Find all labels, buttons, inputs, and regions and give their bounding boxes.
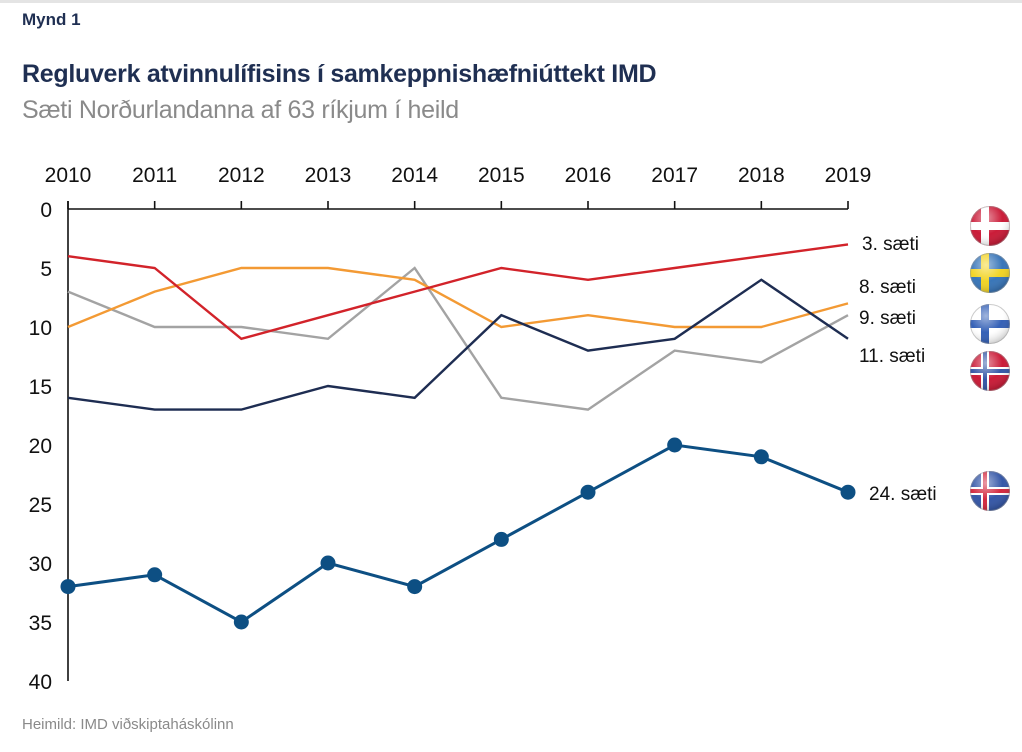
flag-rim [970, 351, 1010, 391]
x-tick-label: 2018 [738, 164, 785, 187]
y-tick-label: 0 [40, 199, 52, 222]
x-tick-label: 2016 [565, 164, 612, 187]
series-line [67, 443, 849, 624]
data-point [580, 484, 596, 500]
data-point [147, 567, 163, 583]
y-tick-label: 5 [40, 258, 52, 281]
data-point [493, 531, 509, 547]
x-tick-label: 2017 [651, 164, 698, 187]
figure-label: Mynd 1 [22, 10, 81, 29]
y-tick-label: 10 [29, 317, 52, 340]
y-tick-label: 30 [29, 553, 52, 576]
norway-flag-icon [970, 351, 1010, 391]
iceland-flag-icon [970, 471, 1010, 511]
series-danmörk [67, 243, 849, 341]
y-tick-label: 35 [29, 612, 52, 635]
sweden-flag-icon [970, 253, 1010, 293]
top-border [0, 0, 1022, 3]
x-tick-label: 2015 [478, 164, 525, 187]
series-line [67, 266, 849, 329]
chart-subtitle: Sæti Norðurlandanna af 63 ríkjum í heild [22, 96, 459, 124]
data-point [407, 579, 423, 595]
chart-title: Regluverk atvinnulífisins í samkeppnishæ… [22, 60, 657, 88]
series-noregur [67, 278, 849, 411]
flag-rim [970, 304, 1010, 344]
data-point [233, 614, 249, 630]
series-ísland [60, 437, 856, 630]
denmark-flag-icon [970, 206, 1010, 246]
y-tick-label: 40 [29, 671, 52, 694]
series-line [67, 266, 849, 411]
series-layer [60, 243, 856, 630]
end-label-svíþjóð: 8. sæti [859, 277, 916, 298]
data-point [320, 555, 336, 571]
data-point [60, 579, 76, 595]
y-tick-label: 20 [29, 435, 52, 458]
data-point [753, 449, 769, 465]
x-tick-label: 2013 [305, 164, 352, 187]
x-tick-label: 2019 [825, 164, 872, 187]
end-label-finnland: 9. sæti [859, 308, 916, 329]
end-labels: 3. sæti 8. sæti 9. sæti 11. sæti 24. sæti [859, 234, 937, 505]
x-tick-label: 2010 [45, 164, 92, 187]
data-point [840, 484, 856, 500]
y-tick-label: 25 [29, 494, 52, 517]
y-tick-label: 15 [29, 376, 52, 399]
end-label-ísland: 24. sæti [869, 484, 937, 505]
data-point [667, 437, 683, 453]
end-label-danmörk: 3. sæti [862, 234, 919, 255]
x-tick-label: 2011 [132, 164, 177, 187]
end-label-noregur: 11. sæti [859, 346, 925, 367]
flag-rim [970, 253, 1010, 293]
x-tick-label: 2014 [391, 164, 438, 187]
flag-rim [970, 471, 1010, 511]
source-note: Heimild: IMD viðskiptaháskólinn [22, 716, 234, 733]
series-line [67, 278, 849, 411]
flags [970, 206, 1010, 511]
x-tick-label: 2012 [218, 164, 265, 187]
finland-flag-icon [970, 304, 1010, 344]
axes: 2010 2011 2012 2013 2014 2015 2016 2017 2018 2019… [29, 164, 872, 694]
series-line [67, 243, 849, 341]
series-svíþjóð [67, 266, 849, 329]
series-finnland [67, 266, 849, 411]
flag-rim [970, 206, 1010, 246]
